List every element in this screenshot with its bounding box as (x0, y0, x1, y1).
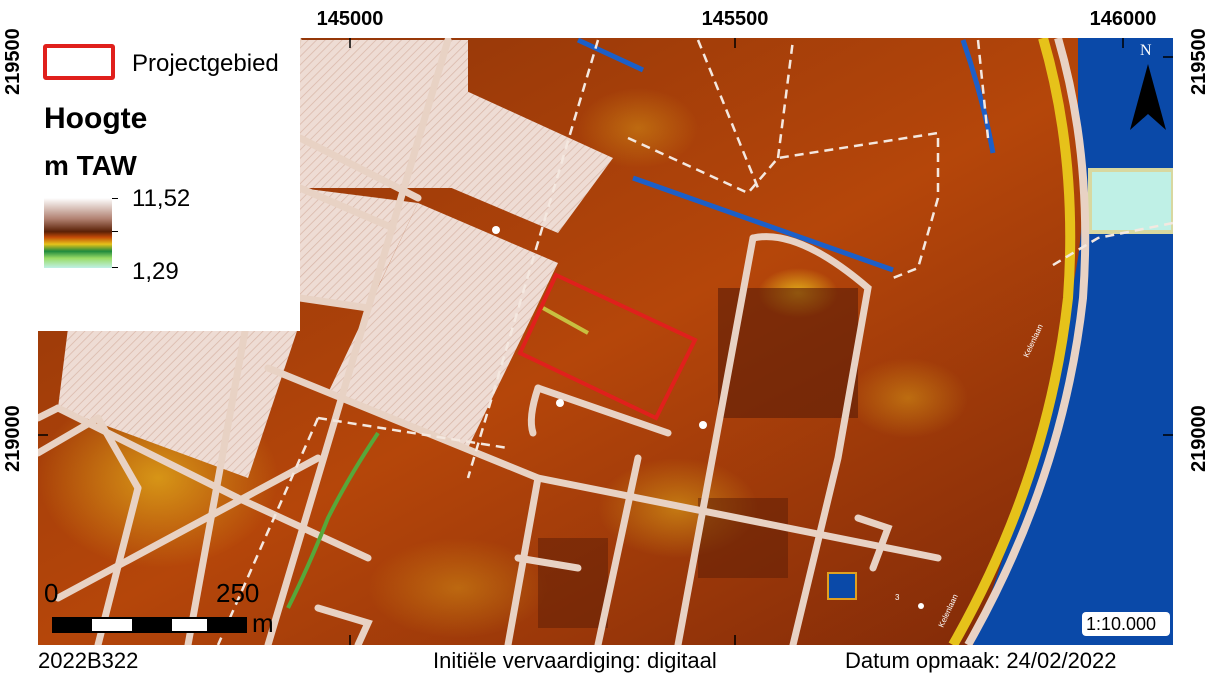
scalebar: 0 250 m (44, 578, 284, 638)
green-channel (286, 431, 380, 609)
ramp-tick-bottom (112, 267, 118, 268)
project-legend-label: Projectgebied (132, 50, 279, 77)
grid-y-label-219500-right: 219500 (1188, 28, 1208, 95)
parcel-number: 3 (895, 593, 900, 602)
hatched-block (428, 78, 613, 233)
legend: Projectgebied Hoogte m TAW 11,52 1,29 (38, 38, 300, 331)
map-svg: Kelenlaan Kelenlaan 3 (38, 38, 1173, 645)
grid-x-label-145000: 145000 (316, 8, 384, 30)
elevation-color-ramp (44, 198, 112, 268)
elevation-map[interactable]: Kelenlaan Kelenlaan 3 N 1:10.000 (38, 38, 1173, 645)
scalebar-graphic (52, 617, 247, 633)
scale-ratio-text: 1:10.000 (1086, 614, 1157, 634)
terrain-high-spot (578, 88, 698, 168)
legend-title: Hoogte (44, 102, 148, 135)
scalebar-unit: m (252, 608, 274, 638)
water-small-pond (827, 572, 857, 600)
legend-max-value: 11,52 (132, 185, 191, 212)
footer-date: Datum opmaak: 24/02/2022 (845, 648, 1117, 673)
ditch (960, 39, 996, 154)
ramp-tick-mid (112, 231, 118, 232)
terrain-high-spot (848, 358, 968, 438)
hatched-block (300, 188, 418, 308)
legend-min-value: 1,29 (132, 258, 179, 285)
hatched-block (328, 203, 558, 448)
grid-y-label-219500-left: 219500 (2, 28, 24, 95)
grid-lines (38, 38, 1173, 645)
grid-x-label-146000: 146000 (1089, 8, 1157, 30)
hatched-block (300, 40, 468, 188)
dike-road (964, 38, 1090, 645)
project-area-outline (517, 272, 698, 421)
dashed-path (216, 39, 1173, 645)
north-label: N (1140, 42, 1152, 59)
green-channel (542, 306, 589, 335)
north-arrow-icon (1130, 64, 1166, 130)
road-network (38, 38, 942, 645)
scale-ratio (1082, 612, 1170, 636)
scalebar-start-label: 0 (44, 578, 59, 608)
terrain-low-area (538, 538, 608, 628)
footer-creation: Initiële vervaardiging: digitaal (433, 648, 717, 673)
legend-unit: m TAW (44, 150, 137, 181)
north-arrow: N (1126, 42, 1170, 132)
point-markers (492, 226, 924, 609)
ditch (576, 38, 645, 73)
grid-y-label-219000-left: 219000 (2, 405, 24, 472)
dike-road (948, 38, 1076, 645)
footer-project-code: 2022B322 (38, 648, 139, 673)
grid-y-label-219000-right: 219000 (1188, 405, 1208, 472)
ditch (632, 175, 894, 273)
ramp-tick-top (112, 198, 118, 199)
scalebar-end-label: 250 (216, 578, 260, 608)
grid-x-label-145500: 145500 (701, 8, 769, 30)
project-legend-swatch (43, 44, 115, 80)
terrain-high-spot (368, 538, 548, 638)
water-pond (1088, 168, 1173, 234)
